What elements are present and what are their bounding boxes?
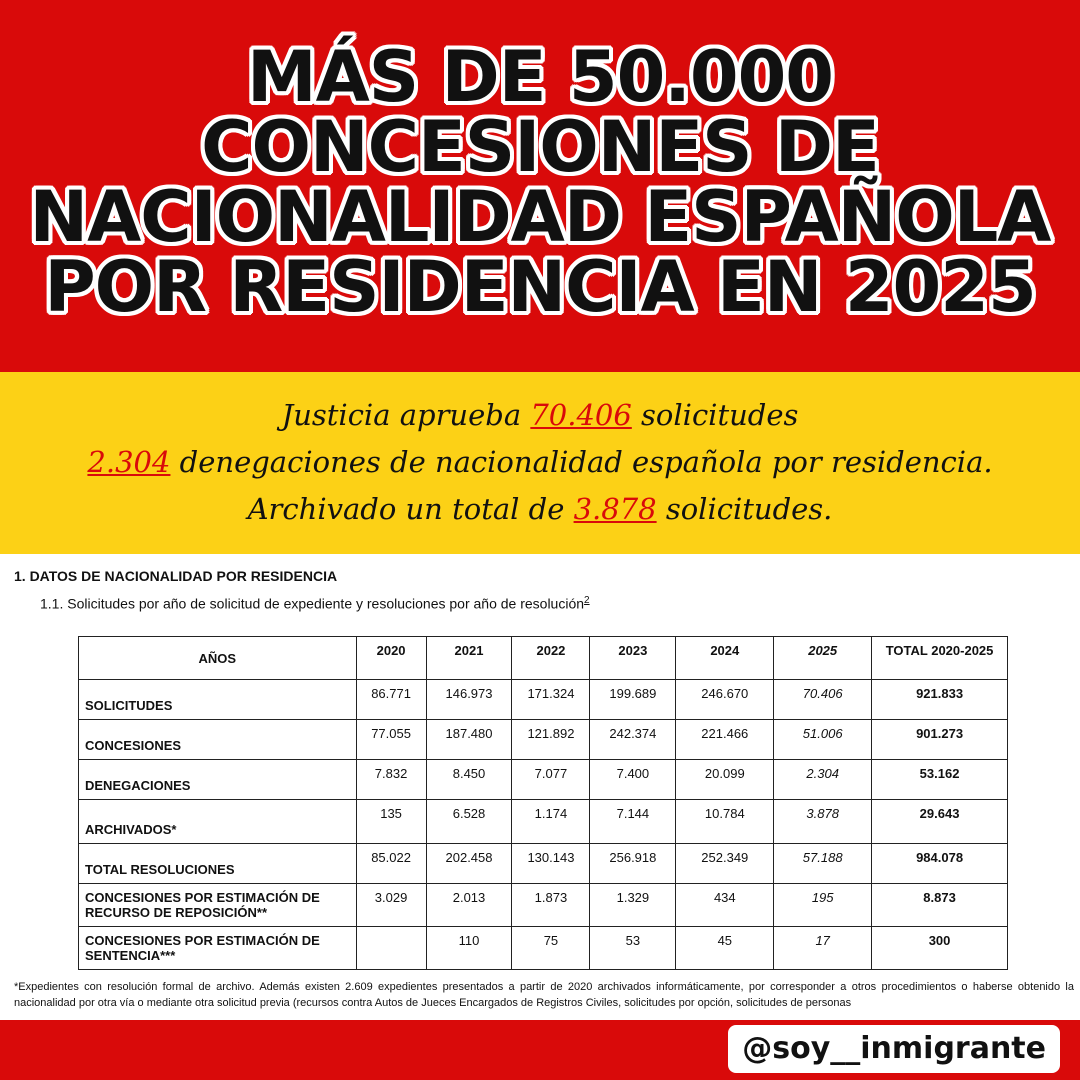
red-header-band (0, 0, 1080, 372)
table-cell: 53 (589, 926, 677, 970)
row-label: DENEGACIONES (78, 759, 357, 800)
table-cell: 3.029 (355, 883, 427, 927)
table-cell: 121.892 (511, 719, 591, 760)
table-cell: 202.458 (425, 843, 513, 884)
row-label: TOTAL RESOLUCIONES (78, 843, 357, 884)
table-cell: 7.832 (355, 759, 427, 800)
column-header: 2025 (773, 636, 873, 680)
table-cell: 146.973 (425, 679, 513, 720)
table-cell: 10.784 (675, 799, 775, 844)
table-cell: 187.480 (425, 719, 513, 760)
table-total-cell: 29.643 (871, 799, 1008, 844)
table-cell: 3.878 (773, 799, 873, 844)
summary-line-1: Justicia aprueba 70.406 solicitudes (0, 392, 1080, 439)
headline: MÁS DE 50.000 CONCESIONES DE NACIONALIDA… (0, 42, 1080, 322)
table-cell: 8.450 (425, 759, 513, 800)
document-excerpt: 1. DATOS DE NACIONALIDAD POR RESIDENCIA … (0, 554, 1080, 1020)
social-handle: @soy__inmigrante (730, 1027, 1058, 1071)
summary-text-part: Archivado un total de (247, 492, 574, 526)
table-cell: 45 (675, 926, 775, 970)
highlight-number: 3.878 (573, 492, 657, 526)
table-cell: 77.055 (355, 719, 427, 760)
table-cell: 7.077 (511, 759, 591, 800)
column-header: 2023 (589, 636, 677, 680)
summary-text-part: solicitudes. (656, 492, 833, 526)
table-cell: 2.304 (773, 759, 873, 800)
column-header: 2020 (355, 636, 427, 680)
column-header: 2021 (425, 636, 513, 680)
table-cell: 256.918 (589, 843, 677, 884)
table-total-cell: 901.273 (871, 719, 1008, 760)
summary-text-part: Justicia aprueba (281, 398, 531, 432)
table-cell: 20.099 (675, 759, 775, 800)
table-cell: 57.188 (773, 843, 873, 884)
table-cell (355, 926, 427, 970)
table-cell: 242.374 (589, 719, 677, 760)
summary-text-part: denegaciones de nacionalidad española po… (170, 445, 993, 479)
table-cell: 434 (675, 883, 775, 927)
table-cell: 135 (355, 799, 427, 844)
table-total-cell: 300 (871, 926, 1008, 970)
table-row: DENEGACIONES 7.832 8.450 7.077 7.400 20.099 2.… (78, 759, 1008, 800)
table-header-row: AÑOS 2020 2021 2022 2023 2024 2025 TOTAL… (78, 636, 1008, 680)
table-cell: 1.329 (589, 883, 677, 927)
table-row: CONCESIONES POR ESTIMACIÓN DE SENTENCIA*… (78, 926, 1008, 970)
row-label: SOLICITUDES (78, 679, 357, 720)
table-cell: 2.013 (425, 883, 513, 927)
summary-text: Justicia aprueba 70.406 solicitudes 2.30… (0, 392, 1080, 533)
table-cell: 130.143 (511, 843, 591, 884)
column-header: TOTAL 2020-2025 (871, 636, 1008, 680)
table-total-cell: 53.162 (871, 759, 1008, 800)
table-cell: 246.670 (675, 679, 775, 720)
headline-line: NACIONALIDAD ESPAÑOLA (29, 176, 1051, 258)
row-label: CONCESIONES POR ESTIMACIÓN DE SENTENCIA*… (78, 926, 357, 970)
table-row: CONCESIONES POR ESTIMACIÓN DE RECURSO DE… (78, 883, 1008, 927)
table-cell: 7.144 (589, 799, 677, 844)
table-total-cell: 984.078 (871, 843, 1008, 884)
column-header: 2022 (511, 636, 591, 680)
table-cell: 199.689 (589, 679, 677, 720)
table-cell: 110 (425, 926, 513, 970)
table-cell: 75 (511, 926, 591, 970)
table-cell: 171.324 (511, 679, 591, 720)
table-cell: 17 (773, 926, 873, 970)
summary-line-3: Archivado un total de 3.878 solicitudes. (0, 486, 1080, 533)
headline-line: MÁS DE 50.000 (246, 36, 834, 118)
table-total-cell: 921.833 (871, 679, 1008, 720)
highlight-number: 70.406 (530, 398, 632, 432)
headline-line: CONCESIONES DE (201, 106, 880, 188)
table-cell: 195 (773, 883, 873, 927)
table-cell: 1.174 (511, 799, 591, 844)
row-label: CONCESIONES POR ESTIMACIÓN DE RECURSO DE… (78, 883, 357, 927)
table-total-cell: 8.873 (871, 883, 1008, 927)
footnote-ref: 2 (584, 595, 590, 606)
row-label: CONCESIONES (78, 719, 357, 760)
yellow-summary-band (0, 372, 1080, 554)
table-cell: 1.873 (511, 883, 591, 927)
column-header: 2024 (675, 636, 775, 680)
footnote: *Expedientes con resolución formal de ar… (14, 981, 1074, 1009)
section-subtitle: 1.1. Solicitudes por año de solicitud de… (40, 595, 590, 612)
headline-line: POR RESIDENCIA EN 2025 (44, 246, 1036, 328)
table-cell: 70.406 (773, 679, 873, 720)
highlight-number: 2.304 (87, 445, 171, 479)
table-row: ARCHIVADOS* 135 6.528 1.174 7.144 10.784 3.878… (78, 799, 1008, 844)
nationality-data-table: AÑOS 2020 2021 2022 2023 2024 2025 TOTAL… (78, 636, 1008, 970)
table-cell: 51.006 (773, 719, 873, 760)
table-row: TOTAL RESOLUCIONES 85.022 202.458 130.143 25… (78, 843, 1008, 884)
row-label: ARCHIVADOS* (78, 799, 357, 844)
table-cell: 7.400 (589, 759, 677, 800)
table-row: CONCESIONES 77.055 187.480 121.892 242.374 22… (78, 719, 1008, 760)
table-cell: 252.349 (675, 843, 775, 884)
summary-text-part: solicitudes (631, 398, 799, 432)
column-header: AÑOS (78, 636, 357, 680)
summary-line-2: 2.304 denegaciones de nacionalidad españ… (0, 439, 1080, 486)
table-cell: 221.466 (675, 719, 775, 760)
section-title: 1. DATOS DE NACIONALIDAD POR RESIDENCIA (14, 568, 338, 584)
section-subtitle-text: 1.1. Solicitudes por año de solicitud de… (40, 595, 585, 612)
table-cell: 6.528 (425, 799, 513, 844)
table-cell: 85.022 (355, 843, 427, 884)
table-cell: 86.771 (355, 679, 427, 720)
table-row: SOLICITUDES 86.771 146.973 171.324 199.689 24… (78, 679, 1008, 720)
